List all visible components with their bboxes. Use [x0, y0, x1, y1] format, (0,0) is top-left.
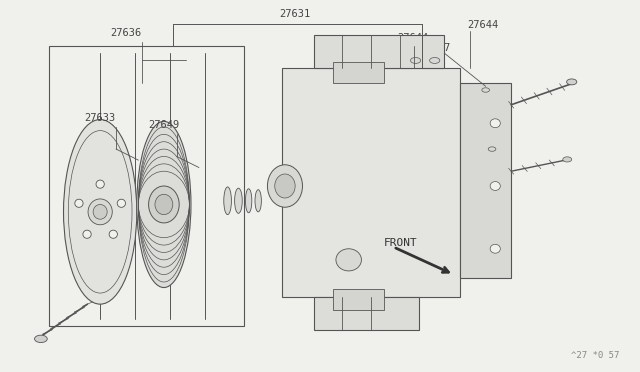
Ellipse shape — [490, 182, 500, 190]
Ellipse shape — [117, 199, 125, 207]
Ellipse shape — [224, 187, 232, 215]
Ellipse shape — [137, 121, 191, 288]
Ellipse shape — [235, 188, 243, 213]
Polygon shape — [314, 297, 419, 330]
Text: 27631: 27631 — [279, 9, 310, 19]
Ellipse shape — [268, 165, 303, 207]
Text: 27644: 27644 — [467, 20, 498, 31]
Ellipse shape — [482, 88, 490, 92]
Ellipse shape — [63, 119, 137, 304]
Ellipse shape — [429, 58, 440, 63]
Ellipse shape — [109, 230, 117, 238]
Text: 27633: 27633 — [84, 113, 116, 123]
Ellipse shape — [75, 199, 83, 207]
Ellipse shape — [336, 249, 362, 271]
Ellipse shape — [83, 230, 91, 238]
Ellipse shape — [88, 199, 112, 225]
Polygon shape — [460, 83, 511, 278]
Polygon shape — [333, 62, 384, 83]
Ellipse shape — [246, 189, 252, 213]
Ellipse shape — [93, 205, 107, 219]
Polygon shape — [314, 35, 444, 68]
Ellipse shape — [35, 335, 47, 343]
Ellipse shape — [566, 79, 577, 85]
Ellipse shape — [155, 194, 173, 215]
Polygon shape — [333, 289, 384, 310]
Ellipse shape — [490, 244, 500, 253]
Ellipse shape — [410, 58, 420, 63]
Text: 27647: 27647 — [419, 42, 451, 52]
Ellipse shape — [148, 186, 179, 223]
Ellipse shape — [96, 180, 104, 188]
Ellipse shape — [563, 157, 572, 162]
Ellipse shape — [488, 147, 496, 151]
Polygon shape — [282, 68, 460, 297]
Text: ^27 *0 57: ^27 *0 57 — [571, 351, 620, 360]
Text: 27636: 27636 — [110, 28, 141, 38]
Text: FRONT: FRONT — [384, 238, 417, 248]
Ellipse shape — [275, 174, 295, 198]
Ellipse shape — [490, 119, 500, 128]
Text: 27649: 27649 — [148, 120, 179, 130]
Polygon shape — [49, 46, 244, 326]
Text: 27644: 27644 — [397, 33, 428, 43]
Ellipse shape — [255, 190, 261, 212]
